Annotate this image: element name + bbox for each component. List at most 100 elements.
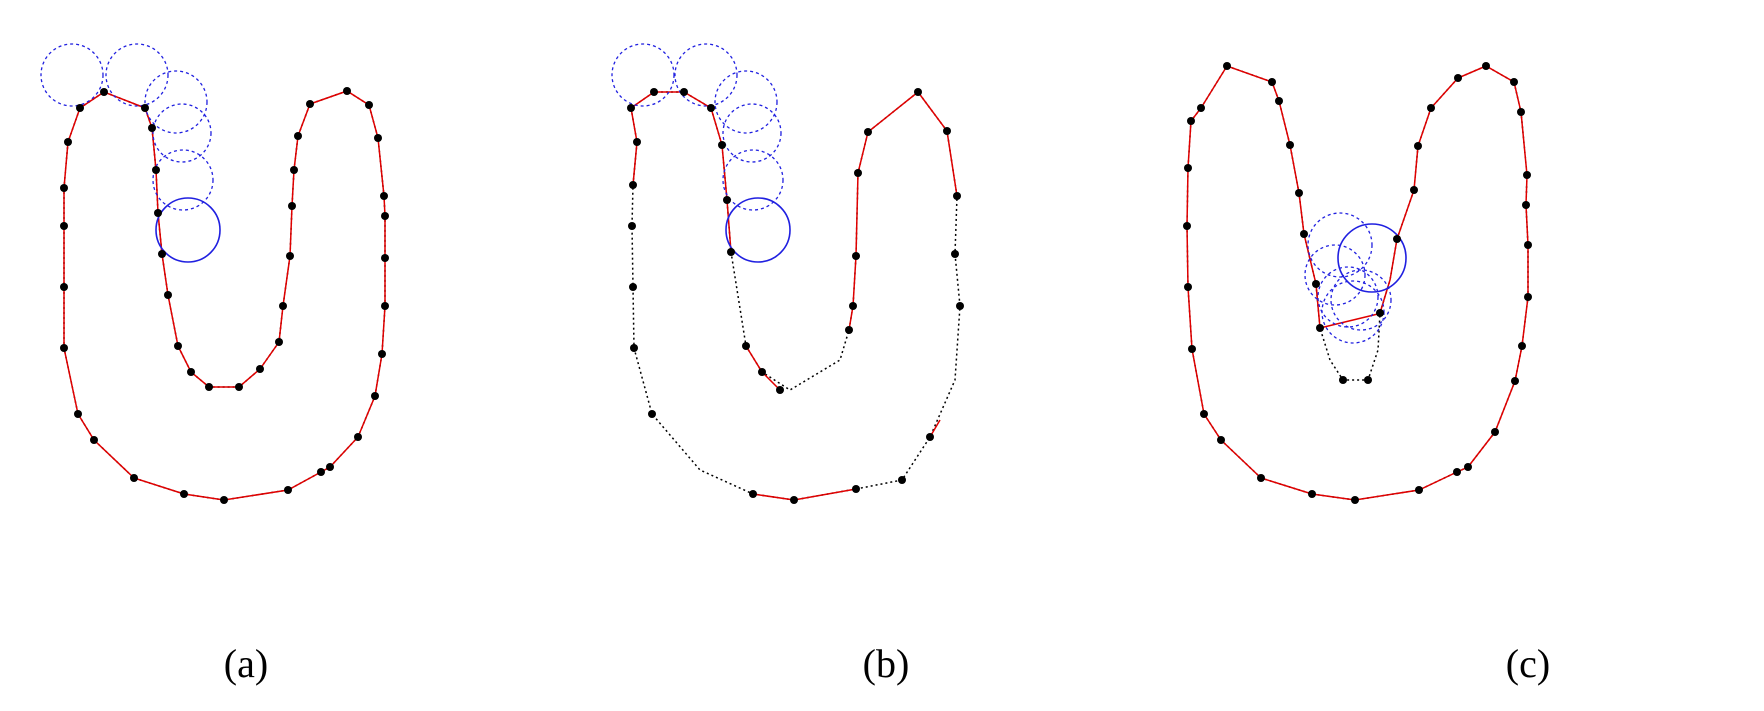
sample-point xyxy=(60,184,68,192)
sample-point xyxy=(1295,189,1303,197)
sample-point xyxy=(378,350,386,358)
search-circle-dashed xyxy=(152,149,214,211)
sample-point xyxy=(1184,283,1192,291)
sample-point xyxy=(943,127,951,135)
sample-point xyxy=(758,368,766,376)
sample-point xyxy=(1523,171,1531,179)
sample-point xyxy=(1482,62,1490,70)
sample-point xyxy=(1376,309,1384,317)
sample-point xyxy=(158,250,166,258)
search-circle-dashed xyxy=(1304,244,1366,306)
sample-point xyxy=(1217,436,1225,444)
underlying-curve xyxy=(63,90,386,501)
search-circle-dashed xyxy=(674,43,738,107)
sample-point xyxy=(629,283,637,291)
sample-point xyxy=(365,101,373,109)
sample-point xyxy=(100,88,108,96)
sample-point xyxy=(1223,62,1231,70)
sample-point xyxy=(852,485,860,493)
sample-point xyxy=(1427,104,1435,112)
sample-point xyxy=(374,134,382,142)
sample-point xyxy=(852,252,860,260)
sample-point xyxy=(650,88,658,96)
sample-point xyxy=(1268,78,1276,86)
sample-point xyxy=(727,248,735,256)
sample-point xyxy=(1308,490,1316,498)
sample-point xyxy=(64,138,72,146)
sample-point xyxy=(294,132,302,140)
sample-point xyxy=(723,196,731,204)
panel-b-diagram xyxy=(611,43,964,504)
sample-point xyxy=(60,283,68,291)
sample-point xyxy=(849,302,857,310)
sample-point xyxy=(633,138,641,146)
sample-point xyxy=(290,166,298,174)
sample-point xyxy=(205,383,213,391)
sample-point xyxy=(1316,324,1324,332)
sample-point xyxy=(326,463,334,471)
sample-point xyxy=(1522,201,1530,209)
sample-point xyxy=(90,436,98,444)
sample-point xyxy=(628,222,636,230)
sample-point xyxy=(718,141,726,149)
sample-point xyxy=(1414,142,1422,150)
sample-point xyxy=(1275,97,1283,105)
sample-point xyxy=(343,87,351,95)
sample-point xyxy=(1453,468,1461,476)
panel-c-label: (c) xyxy=(1505,641,1551,686)
sample-point xyxy=(1491,428,1499,436)
fitted-polyline xyxy=(632,141,638,186)
sample-point xyxy=(1183,222,1191,230)
panel-b-label: (b) xyxy=(862,641,910,686)
sample-point xyxy=(776,386,784,394)
sample-point xyxy=(76,104,84,112)
underlying-curve xyxy=(1186,65,1529,501)
sample-point xyxy=(898,476,906,484)
sample-point xyxy=(1197,104,1205,112)
sample-point xyxy=(371,392,379,400)
sample-point xyxy=(864,128,872,136)
search-circle-dashed xyxy=(722,103,782,163)
sample-point xyxy=(680,88,688,96)
sample-point xyxy=(1511,377,1519,385)
sample-point xyxy=(1524,241,1532,249)
search-circle-dashed xyxy=(40,43,104,107)
sample-point xyxy=(381,302,389,310)
search-circle-dashed xyxy=(144,70,208,134)
sample-point xyxy=(74,410,82,418)
sample-point xyxy=(953,192,961,200)
panel-a-diagram xyxy=(40,43,389,504)
sample-point xyxy=(630,344,638,352)
sample-point xyxy=(951,250,959,258)
sample-point xyxy=(380,192,388,200)
sample-point xyxy=(1510,78,1518,86)
sample-point xyxy=(164,291,172,299)
sample-point xyxy=(1257,474,1265,482)
sample-point xyxy=(60,344,68,352)
sample-point xyxy=(1351,496,1359,504)
fitted-polyline xyxy=(1186,65,1529,501)
fitted-polyline xyxy=(63,90,386,501)
sample-point xyxy=(60,222,68,230)
search-circle-dashed xyxy=(152,103,212,163)
sample-point xyxy=(1200,410,1208,418)
sample-point xyxy=(220,496,228,504)
sample-point xyxy=(256,365,264,373)
search-circle-dashed xyxy=(722,149,784,211)
sample-point xyxy=(354,433,362,441)
sample-point xyxy=(275,338,283,346)
sample-point xyxy=(1187,117,1195,125)
sample-point xyxy=(707,104,715,112)
sample-point xyxy=(1454,74,1462,82)
sample-point xyxy=(1410,186,1418,194)
search-circle-dashed xyxy=(105,43,169,107)
search-circle-dashed xyxy=(1307,212,1373,278)
sample-point xyxy=(235,383,243,391)
search-circle-dashed xyxy=(1321,280,1385,344)
sample-point xyxy=(749,490,757,498)
fitted-polyline xyxy=(752,488,857,501)
sample-point xyxy=(174,342,182,350)
sample-point xyxy=(288,202,296,210)
sample-point xyxy=(790,496,798,504)
sample-point xyxy=(742,342,750,350)
